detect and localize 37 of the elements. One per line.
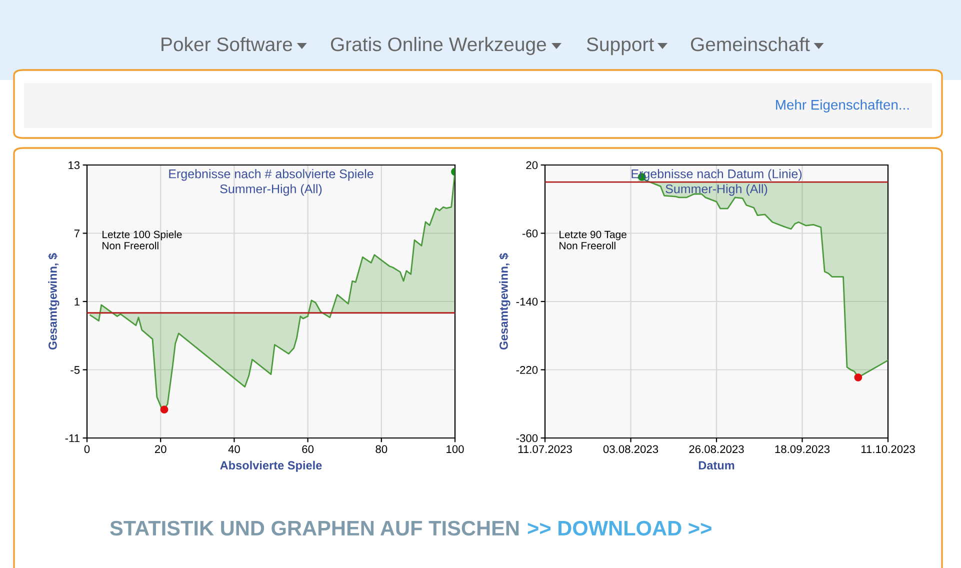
x-tick-label: 80 xyxy=(376,445,388,454)
x-tick-label: 0 xyxy=(84,445,90,454)
text: Summer-High (All) xyxy=(220,184,322,196)
x-tick-label: 40 xyxy=(228,445,240,454)
x-tick-label: 20 xyxy=(154,445,166,454)
y-tick-label: 1 xyxy=(74,298,80,306)
x-axis-title: Datum xyxy=(698,461,734,470)
y-tick-label: -140 xyxy=(516,298,538,306)
text: Gratis Online Werkzeuge xyxy=(330,36,546,56)
y-tick-label: 7 xyxy=(74,230,80,238)
x-axis-title: Absolvierte Spiele xyxy=(220,460,322,472)
text: Summer-High (All) xyxy=(666,184,768,196)
x-tick-label: 100 xyxy=(446,445,464,454)
x-tick-label: 18.09.2023 xyxy=(775,445,830,454)
text: STATISTIK UND GRAPHEN AUF TISCHEN xyxy=(110,520,519,536)
chart-title: Ergebnisse nach # absolvierte Spiele xyxy=(169,169,374,181)
annotation: Letzte 90 Tage Non Freeroll xyxy=(560,230,626,250)
text: Poker Software xyxy=(162,36,292,52)
text: Support xyxy=(586,37,654,56)
y-tick-label: 20 xyxy=(526,161,538,170)
y-axis-title: Gesamtgewinn, $ xyxy=(499,253,510,350)
y-tick-label: -60 xyxy=(522,230,538,238)
x-tick-label: 60 xyxy=(302,445,314,454)
x-tick-label: 11.07.2023 xyxy=(518,445,572,454)
y-tick-label: -11 xyxy=(65,434,80,442)
text: Mehr Eigenschaften... xyxy=(776,100,909,112)
y-tick-label: -5 xyxy=(70,366,80,374)
x-tick-label: 26.08.2023 xyxy=(689,445,744,454)
y-tick-label: -300 xyxy=(516,434,538,442)
x-tick-label: 03.08.2023 xyxy=(603,445,658,454)
annotation: Letzte 100 Spiele Non Freeroll xyxy=(102,230,182,250)
x-tick-label: 11.10.2023 xyxy=(861,445,915,454)
y-axis-title: Gesamtgewinn, $ xyxy=(48,253,60,350)
y-tick-label: 13 xyxy=(68,161,80,170)
y-tick-label: -220 xyxy=(516,366,538,374)
text: >> DOWNLOAD >> xyxy=(528,520,712,536)
text: Gemeinschaft xyxy=(690,36,810,52)
